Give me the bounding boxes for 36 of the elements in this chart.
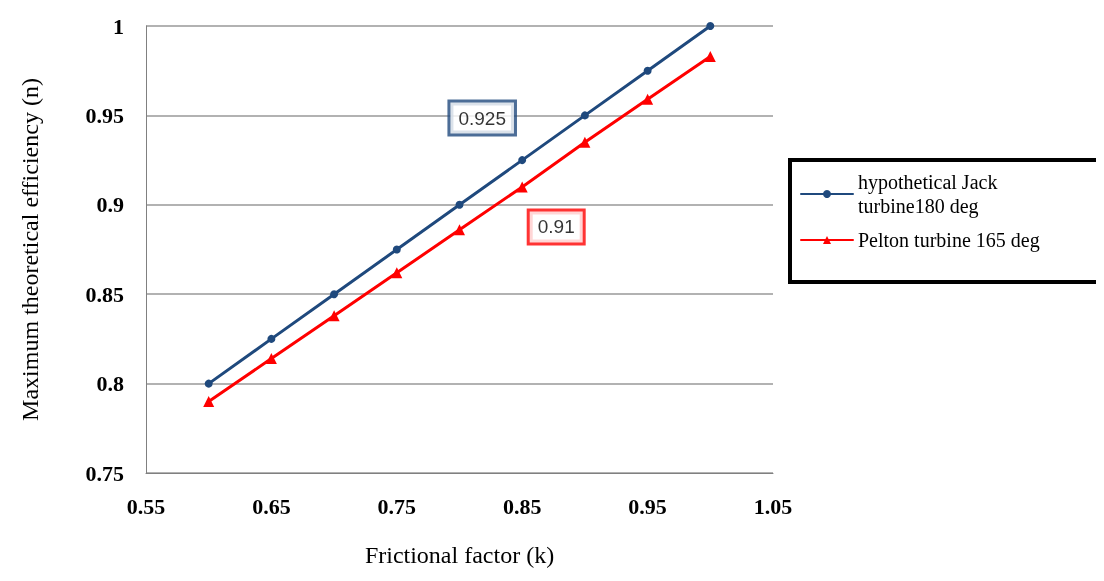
point xyxy=(203,395,215,407)
point xyxy=(454,224,465,236)
point xyxy=(579,136,591,148)
point xyxy=(580,111,589,120)
annotation: 0.91 xyxy=(537,216,575,238)
legend-label: hypothetical Jack turbine180 deg xyxy=(858,171,1003,218)
legend-label: Pelton turbine 165 deg xyxy=(858,229,1040,252)
point xyxy=(516,181,528,193)
point xyxy=(392,245,401,254)
point xyxy=(642,93,654,105)
y-tick-label: 1 xyxy=(113,13,124,39)
x-tick-label: 0.75 xyxy=(377,493,417,519)
y-tick-label: 0.95 xyxy=(85,102,124,128)
point xyxy=(704,50,716,62)
point xyxy=(391,267,403,279)
x-tick-label: 0.85 xyxy=(502,493,542,519)
x-axis-title: Frictional factor (k) xyxy=(364,542,555,568)
point xyxy=(706,22,715,30)
x-tick-label: 0.55 xyxy=(126,493,166,519)
point xyxy=(643,66,652,75)
point xyxy=(518,156,527,165)
point xyxy=(265,353,277,365)
annotation: 0.925 xyxy=(458,107,506,129)
x-tick-label: 0.95 xyxy=(628,493,667,519)
point xyxy=(267,334,276,343)
y-tick-label: 0.85 xyxy=(85,281,124,307)
point xyxy=(204,379,213,388)
y-axis-title: Maximum theoretical efficiency (n) xyxy=(17,78,43,421)
y-tick-label: 0.8 xyxy=(96,371,124,397)
x-tick-label: 1.05 xyxy=(753,493,793,519)
x-tick-label: 0.65 xyxy=(252,493,291,519)
point xyxy=(328,310,340,322)
point xyxy=(455,200,464,209)
y-tick-label: 0.9 xyxy=(96,192,124,218)
point xyxy=(330,290,339,299)
y-tick-label: 0.75 xyxy=(85,460,124,486)
